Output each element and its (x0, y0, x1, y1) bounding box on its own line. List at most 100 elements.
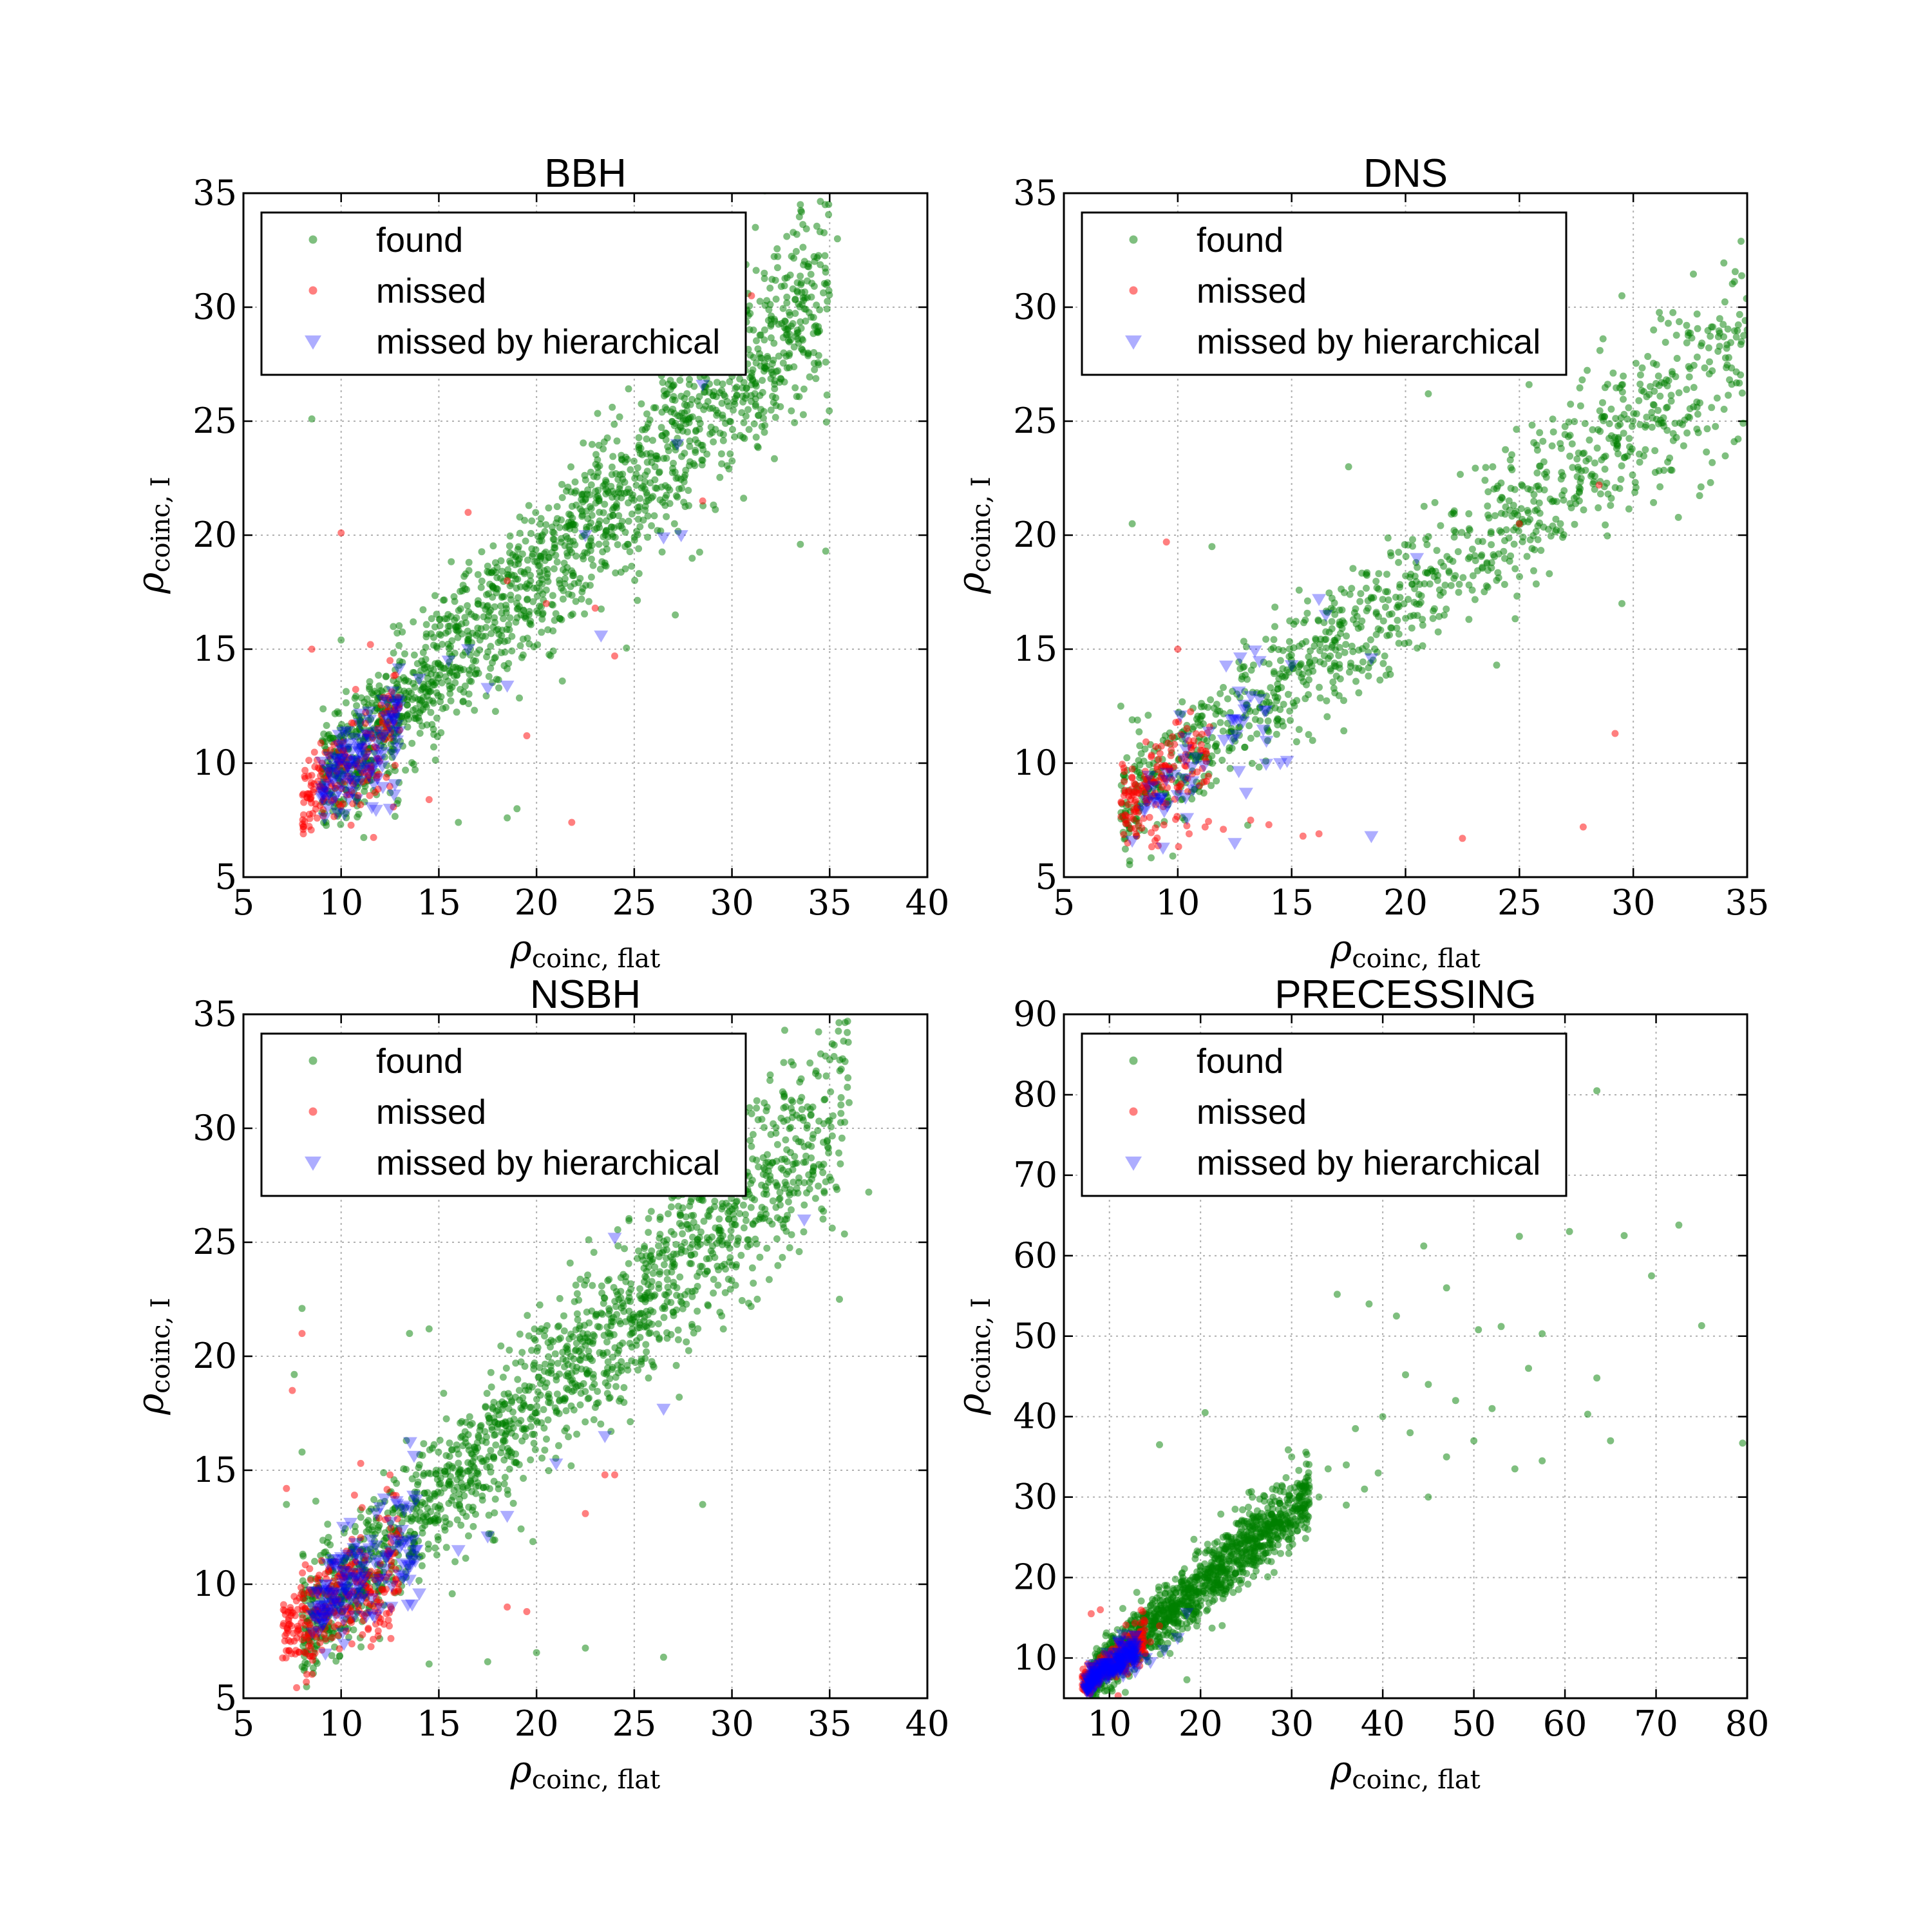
point-found (1680, 442, 1687, 450)
point-missed (299, 811, 307, 819)
point-missed (364, 776, 371, 784)
y-tick-label: 10 (193, 1564, 237, 1604)
point-found (710, 438, 717, 446)
point-found (622, 453, 630, 461)
point-found (1280, 722, 1287, 730)
point-found (1128, 520, 1136, 527)
point-found (394, 683, 402, 690)
point-found (462, 649, 469, 656)
point-found (512, 1450, 520, 1458)
x-axis-label-symbol: ρ (1330, 928, 1352, 970)
point-found (793, 330, 800, 337)
point-found (446, 1439, 453, 1447)
point-found (651, 1264, 659, 1271)
point-found (1738, 389, 1746, 397)
point-missed (1146, 813, 1153, 821)
point-missed (1126, 813, 1134, 821)
point-missed-by-hierarchical (1153, 794, 1168, 807)
point-found (344, 1581, 352, 1588)
point-found (442, 1415, 450, 1423)
point-found (562, 488, 570, 495)
point-missed-by-hierarchical (1154, 792, 1169, 805)
point-found (1557, 527, 1564, 535)
point-found (1146, 761, 1153, 769)
point-missed (308, 799, 315, 807)
point-found (484, 562, 491, 570)
point-found (1716, 315, 1723, 323)
point-found (773, 1141, 781, 1148)
point-found (516, 529, 524, 537)
point-found (542, 521, 550, 529)
point-found (1672, 433, 1680, 441)
point-found (581, 610, 589, 618)
point-missed-by-hierarchical (325, 795, 340, 808)
point-found (718, 386, 726, 394)
point-found (826, 407, 833, 415)
point-found (645, 497, 652, 504)
point-found (748, 397, 755, 405)
point-found (1588, 471, 1596, 478)
point-found (690, 1329, 697, 1337)
point-found (1311, 642, 1318, 650)
point-found (791, 384, 799, 392)
point-found (822, 418, 830, 426)
point-found (327, 1541, 334, 1549)
point-found (1226, 764, 1234, 772)
point-found (651, 476, 659, 484)
point-found (1508, 451, 1515, 459)
x-tick-label: 10 (319, 1703, 363, 1744)
point-found (1265, 660, 1273, 668)
point-found (764, 1179, 772, 1186)
point-found (1285, 638, 1293, 645)
point-found (408, 759, 415, 766)
point-found (819, 1215, 827, 1223)
point-missed (1153, 766, 1161, 773)
point-found (779, 359, 787, 367)
point-found (1534, 536, 1542, 544)
point-found (574, 579, 582, 587)
point-found (773, 245, 781, 252)
point-found (505, 621, 513, 629)
point-found (797, 318, 804, 326)
point-found (514, 545, 522, 553)
point-found (712, 506, 719, 513)
point-found (1489, 463, 1497, 471)
point-found (1472, 464, 1479, 472)
point-found (823, 391, 831, 399)
point-found (781, 317, 789, 325)
point-missed (336, 762, 344, 770)
point-found (758, 1115, 766, 1123)
point-missed-by-hierarchical (1173, 710, 1188, 723)
point-found (471, 612, 478, 620)
point-found (783, 293, 791, 301)
point-found (1356, 598, 1364, 605)
point-found (837, 1101, 845, 1109)
point-found (1524, 518, 1532, 526)
point-found (416, 1451, 424, 1459)
point-found (462, 619, 469, 627)
point-found (1181, 816, 1188, 824)
point-found (324, 1520, 332, 1528)
point-missed (1156, 750, 1164, 757)
point-found (478, 548, 486, 556)
point-found (628, 562, 636, 570)
point-found (1352, 664, 1359, 672)
point-found (756, 298, 764, 305)
point-found (1669, 308, 1677, 316)
point-found (408, 739, 416, 747)
point-found (815, 252, 822, 260)
point-found (1197, 721, 1204, 729)
point-found (808, 313, 815, 321)
point-found (639, 516, 647, 524)
point-found (638, 400, 645, 408)
point-found (403, 701, 411, 709)
point-missed (330, 796, 338, 804)
point-found (629, 491, 637, 499)
point-found (726, 417, 734, 425)
point-found (477, 583, 485, 591)
point-found (679, 1230, 687, 1238)
point-missed-by-hierarchical (350, 744, 365, 756)
point-found (1386, 631, 1393, 639)
point-found (1632, 359, 1640, 367)
